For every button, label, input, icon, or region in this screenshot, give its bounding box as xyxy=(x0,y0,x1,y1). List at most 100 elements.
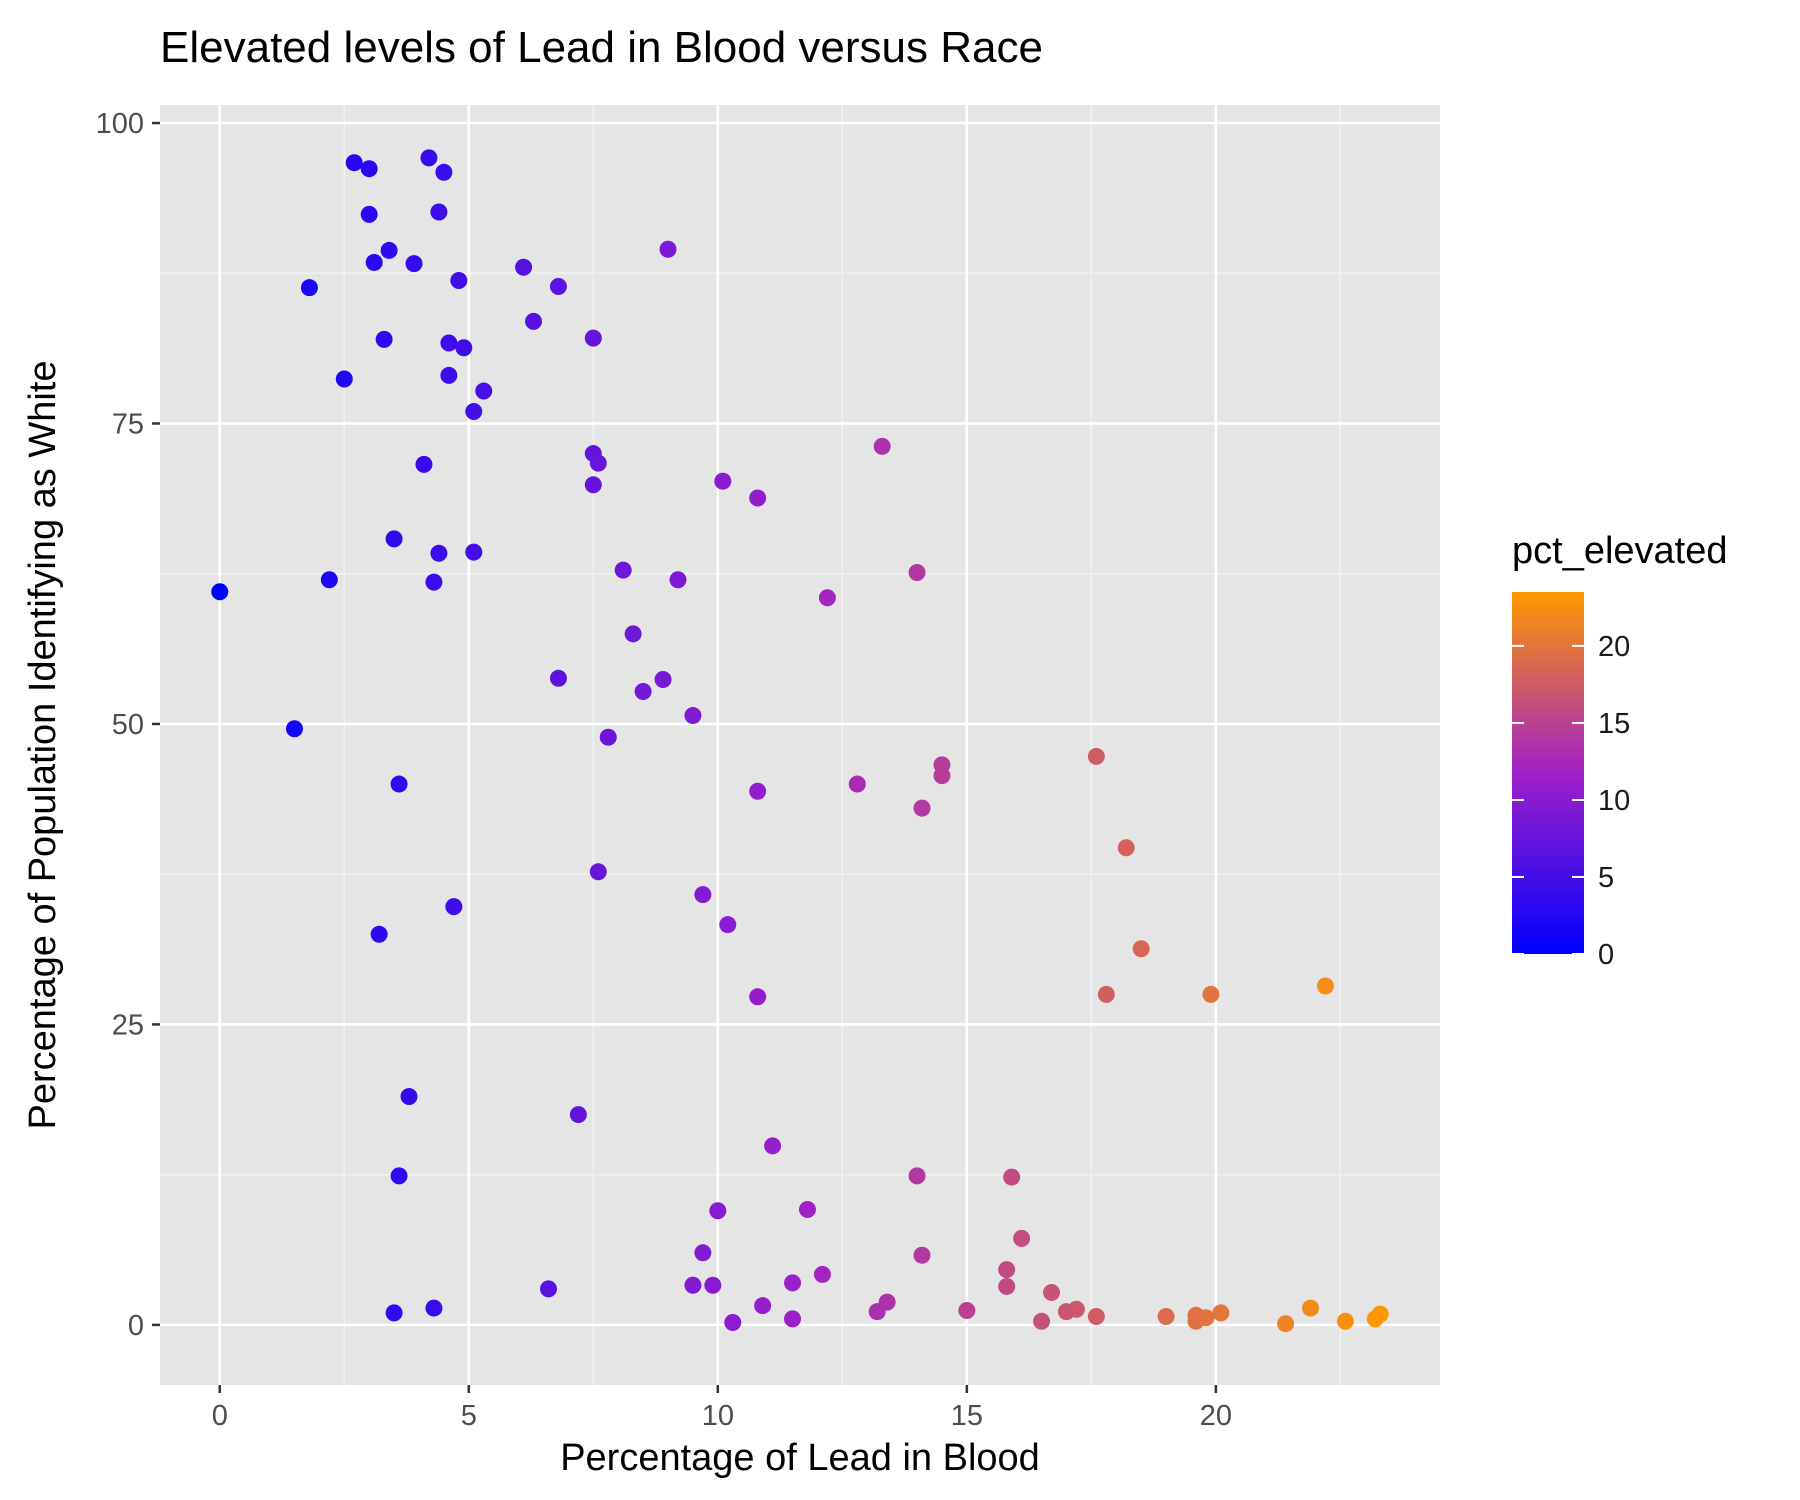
data-point xyxy=(998,1277,1016,1295)
x-tick-label: 10 xyxy=(702,1400,734,1432)
data-point xyxy=(1097,985,1115,1003)
legend-colorbar xyxy=(1512,592,1584,954)
legend-tick-label: 0 xyxy=(1598,939,1614,971)
data-point xyxy=(475,382,493,400)
y-tick-label: 25 xyxy=(112,1009,144,1041)
legend-tick-label: 15 xyxy=(1598,708,1630,740)
data-point xyxy=(669,571,687,589)
data-point xyxy=(450,271,468,289)
data-point xyxy=(694,1244,712,1262)
data-point xyxy=(385,1304,403,1322)
plot-panel xyxy=(160,105,1440,1385)
data-point xyxy=(719,916,737,934)
y-tick-label: 0 xyxy=(128,1310,144,1342)
data-point xyxy=(515,258,533,276)
data-point xyxy=(913,1246,931,1264)
data-point xyxy=(300,279,318,297)
data-point xyxy=(569,1106,587,1124)
data-point xyxy=(425,573,443,591)
data-point xyxy=(589,454,607,472)
data-point xyxy=(1197,1309,1215,1327)
data-point xyxy=(1212,1304,1230,1322)
data-point xyxy=(380,241,398,259)
data-point xyxy=(285,720,303,738)
data-point xyxy=(440,366,458,384)
data-point xyxy=(654,670,672,688)
y-tick-label: 50 xyxy=(112,709,144,741)
x-tick-label: 15 xyxy=(951,1400,983,1432)
data-point xyxy=(211,583,229,601)
data-point xyxy=(754,1297,772,1315)
data-point xyxy=(784,1310,802,1328)
data-point xyxy=(659,240,677,258)
data-point xyxy=(1013,1229,1031,1247)
y-axis-title: Percentage of Population Identifying as … xyxy=(22,361,64,1130)
data-point xyxy=(704,1276,722,1294)
data-point xyxy=(694,886,712,904)
data-point xyxy=(360,160,378,178)
data-point xyxy=(1277,1315,1295,1333)
data-point xyxy=(320,571,338,589)
legend-tick-label: 5 xyxy=(1598,862,1614,894)
data-point xyxy=(749,782,767,800)
data-point xyxy=(684,1276,702,1294)
data-point xyxy=(908,564,926,582)
data-point xyxy=(714,472,732,490)
data-point xyxy=(624,625,642,643)
data-point xyxy=(435,163,453,181)
data-point xyxy=(933,767,951,785)
data-point xyxy=(415,455,433,473)
data-point xyxy=(848,775,866,793)
data-point xyxy=(958,1301,976,1319)
data-point xyxy=(813,1265,831,1283)
data-point xyxy=(425,1299,443,1317)
data-point xyxy=(370,925,388,943)
x-axis-title: Percentage of Lead in Blood xyxy=(560,1437,1040,1479)
data-point xyxy=(684,707,702,725)
data-point xyxy=(345,154,363,172)
data-point xyxy=(1302,1299,1320,1317)
data-point xyxy=(1117,839,1135,857)
data-point xyxy=(405,255,423,273)
data-point xyxy=(878,1293,896,1311)
data-point xyxy=(385,530,403,548)
grid-major xyxy=(160,105,1440,1385)
legend-title: pct_elevated xyxy=(1512,530,1728,572)
data-point xyxy=(465,543,483,561)
data-point xyxy=(430,203,448,221)
chart-title: Elevated levels of Lead in Blood versus … xyxy=(160,23,1043,72)
data-point xyxy=(709,1202,727,1220)
legend-ticks: 0 5 10 15 20 xyxy=(1512,631,1630,971)
data-point xyxy=(749,988,767,1006)
data-point xyxy=(749,489,767,507)
x-tick-label: 0 xyxy=(212,1400,228,1432)
data-point xyxy=(455,339,473,357)
data-point xyxy=(1157,1307,1175,1325)
x-axis: 0 5 10 15 20 xyxy=(212,1385,1232,1432)
data-point xyxy=(539,1280,557,1298)
data-point xyxy=(1336,1312,1354,1330)
data-point xyxy=(784,1274,802,1292)
data-points xyxy=(211,149,1389,1333)
data-point xyxy=(1371,1305,1389,1323)
y-axis: 0 25 50 75 100 xyxy=(96,108,160,1342)
grid-minor xyxy=(160,105,1440,1385)
data-point xyxy=(584,329,602,347)
data-point xyxy=(420,149,438,167)
data-point xyxy=(335,370,353,388)
data-point xyxy=(908,1167,926,1185)
data-point xyxy=(873,437,891,455)
data-point xyxy=(1132,940,1150,958)
legend-tick-label: 10 xyxy=(1598,785,1630,817)
data-point xyxy=(549,277,567,295)
data-point xyxy=(365,253,383,271)
data-point xyxy=(913,799,931,817)
data-point xyxy=(1087,1307,1105,1325)
data-point xyxy=(1067,1300,1085,1318)
data-point xyxy=(1202,985,1220,1003)
legend-tick-label: 20 xyxy=(1598,631,1630,663)
data-point xyxy=(798,1201,816,1219)
color-legend: pct_elevated 0 5 10 15 20 xyxy=(1512,530,1728,971)
x-tick-label: 20 xyxy=(1200,1400,1232,1432)
data-point xyxy=(589,863,607,881)
